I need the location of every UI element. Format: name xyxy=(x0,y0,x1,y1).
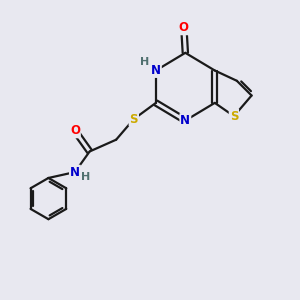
Text: S: S xyxy=(130,112,138,126)
Text: H: H xyxy=(82,172,91,182)
Text: N: N xyxy=(70,166,80,178)
Text: N: N xyxy=(151,64,161,77)
Text: S: S xyxy=(230,110,238,123)
Text: O: O xyxy=(70,124,80,137)
Text: N: N xyxy=(180,114,190,127)
Text: H: H xyxy=(140,57,149,67)
Text: O: O xyxy=(179,21,189,34)
